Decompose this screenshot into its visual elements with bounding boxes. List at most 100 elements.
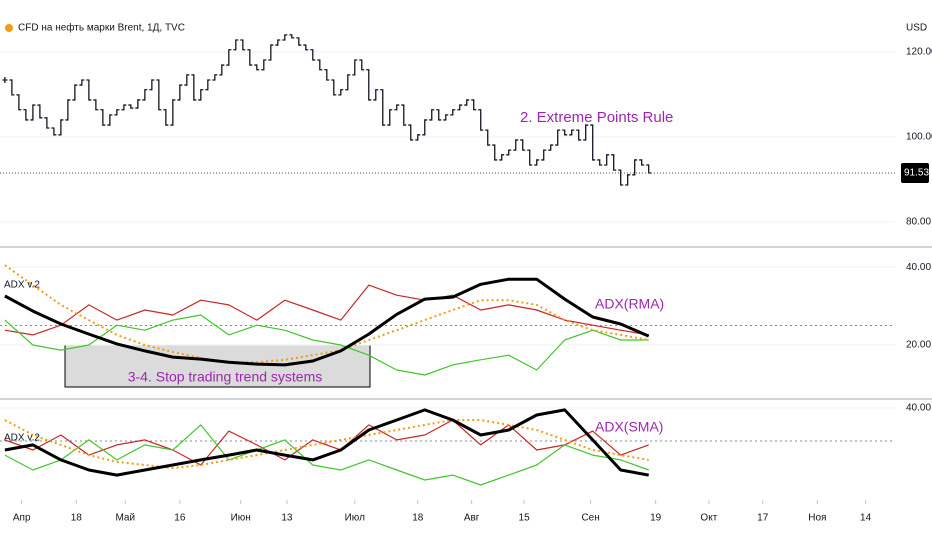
x-tick-label: 18	[71, 513, 83, 524]
x-tick-label: 13	[281, 513, 293, 524]
price-bar	[240, 39, 246, 51]
price-bar	[156, 79, 162, 111]
price-bar	[373, 89, 379, 101]
y-tick-label: 100.00	[906, 132, 932, 143]
price-bar	[191, 74, 197, 101]
indicator-line	[4, 314, 649, 376]
price-bar	[639, 159, 645, 166]
price-bar	[184, 74, 190, 86]
price-bar	[2, 76, 8, 83]
price-bar	[79, 79, 85, 86]
indicator-line	[4, 277, 650, 367]
price-bar	[219, 64, 225, 76]
price-bar	[100, 109, 106, 126]
price-bar	[611, 154, 617, 171]
x-tick-label: Апр	[13, 513, 31, 524]
price-bar	[443, 114, 449, 121]
price-bar	[114, 109, 120, 116]
price-bar	[324, 69, 330, 81]
price-bar	[478, 109, 484, 131]
y-tick-label: 80.00	[906, 217, 931, 228]
price-bar	[345, 74, 351, 91]
price-bar	[597, 159, 603, 166]
price-bar	[30, 104, 36, 121]
price-bar	[303, 44, 309, 51]
price-bar	[576, 129, 582, 141]
x-tick-label: Авг	[464, 513, 480, 524]
price-bar	[499, 154, 505, 161]
price-bar	[338, 89, 344, 96]
annotation: 2. Extreme Points Rule	[520, 109, 673, 126]
indicator-line	[4, 419, 649, 466]
price-bar	[317, 59, 323, 71]
price-bar	[415, 134, 421, 141]
price-bar	[457, 104, 463, 111]
price-bar	[51, 127, 57, 136]
price-bar	[562, 129, 568, 136]
price-bar	[555, 129, 561, 146]
x-tick-label: 18	[412, 513, 424, 524]
price-bar	[296, 37, 302, 46]
price-bar	[282, 34, 288, 41]
pane-title: CFD на нефть марки Brent, 1Д, TVC	[18, 22, 185, 34]
price-bar	[646, 164, 652, 174]
price-bar	[9, 79, 15, 96]
price-bar	[450, 109, 456, 116]
x-tick-label: Июл	[345, 513, 365, 524]
price-bar	[506, 149, 512, 156]
price-bar	[401, 104, 407, 126]
price-bar	[548, 144, 554, 151]
price-bar	[352, 59, 358, 76]
y-tick-label: 120.00	[906, 47, 932, 58]
price-bar	[534, 159, 540, 166]
price-bar	[310, 49, 316, 61]
indicator-line	[4, 264, 649, 364]
price-bar	[170, 99, 176, 126]
last-price-badge	[901, 162, 929, 183]
annotation: ADX(SMA)	[595, 419, 663, 435]
price-bar	[107, 114, 113, 126]
indicator-line	[4, 284, 649, 336]
price-bar	[394, 104, 400, 111]
price-bar	[289, 34, 295, 39]
price-bar	[485, 129, 491, 146]
pane-title: ADX v.2	[4, 433, 40, 444]
price-bar	[58, 119, 64, 136]
price-bar	[380, 89, 386, 126]
price-bar	[135, 99, 141, 109]
price-bar	[44, 117, 50, 129]
price-bar	[254, 64, 260, 71]
x-tick-label: Ноя	[808, 513, 826, 524]
price-bar	[625, 174, 631, 186]
price-bar	[275, 39, 281, 46]
last-price-label: 91.53	[904, 168, 929, 179]
x-tick-label: 17	[757, 513, 769, 524]
price-bar	[569, 129, 575, 136]
price-bar	[205, 79, 211, 91]
pane-title: ADX v.2	[4, 280, 40, 291]
y-tick-label: 40.00	[906, 403, 931, 414]
price-bar	[331, 79, 337, 96]
price-bar	[23, 109, 29, 121]
price-bar	[590, 124, 596, 161]
y-tick-label: 40.00	[906, 262, 931, 273]
price-bar	[226, 49, 232, 66]
indicator-line	[4, 424, 649, 486]
price-bar	[527, 149, 533, 166]
price-bar	[16, 94, 22, 111]
annotation: ADX(RMA)	[595, 296, 664, 312]
x-tick-label: Июн	[231, 513, 251, 524]
price-bar	[163, 109, 169, 126]
price-bar	[471, 99, 477, 111]
indicator-line	[4, 408, 649, 477]
price-bar	[198, 89, 204, 101]
price-bar	[93, 99, 99, 111]
x-tick-label: Окт	[700, 513, 717, 524]
price-bar	[142, 89, 148, 101]
price-bar	[513, 139, 519, 151]
price-bar	[464, 99, 470, 106]
price-bar	[632, 159, 638, 176]
price-bar	[520, 139, 526, 151]
price-bar	[492, 144, 498, 161]
